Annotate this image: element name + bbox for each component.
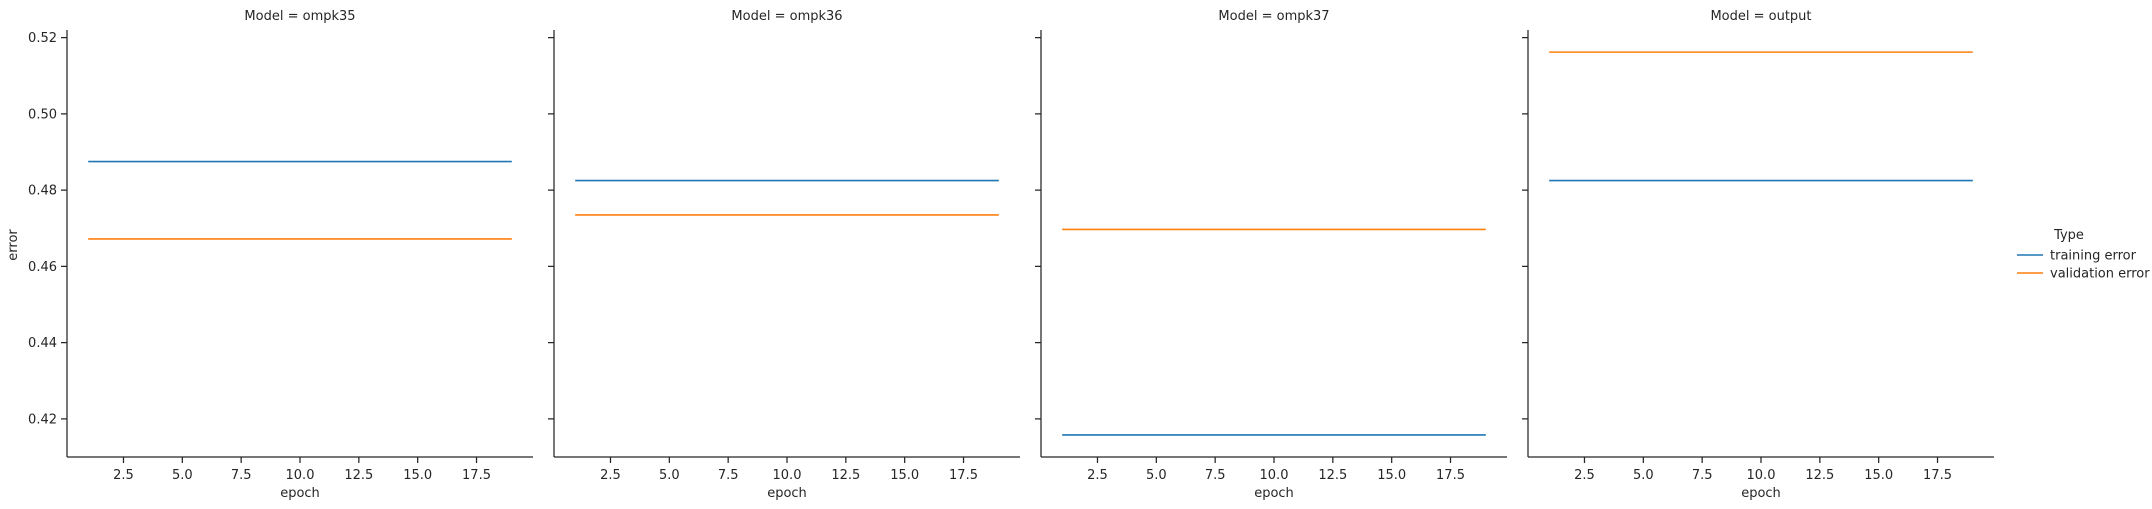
facet-panel: Model = output 2.5 5.0 7.5 10.0 12.5 15.0 17.5 e… [1522,9,1994,501]
y-tick-label: 0.50 [28,107,57,122]
facet-panels: Model = ompk35 0.42 0.44 0.46 0.48 0.50 0.52 2.… [28,9,1994,501]
x-tick-label: 7.5 [718,468,739,483]
x-tick-label: 10.0 [1260,468,1289,483]
x-tick-label: 2.5 [113,468,134,483]
x-tick-label: 15.0 [890,468,919,483]
x-tick-label: 17.5 [462,468,491,483]
y-tick-label: 0.52 [28,31,57,46]
facet-panel: Model = ompk36 2.5 5.0 7.5 10.0 12.5 15.0 17.5 e… [548,9,1020,501]
x-tick-label: 15.0 [403,468,432,483]
x-tick-label: 15.0 [1864,468,1893,483]
x-tick-label: 17.5 [1436,468,1465,483]
x-tick-label: 7.5 [231,468,252,483]
x-tick-label: 7.5 [1692,468,1713,483]
x-tick-label: 12.5 [344,468,373,483]
y-tick-label: 0.48 [28,184,57,199]
x-tick-label: 10.0 [773,468,802,483]
x-tick-label: 12.5 [831,468,860,483]
facet-title: Model = ompk36 [731,9,842,24]
x-tick-label: 2.5 [600,468,621,483]
facet-title: Model = ompk37 [1218,9,1329,24]
x-axis-label: epoch [1741,486,1781,501]
x-tick-label: 5.0 [1633,468,1654,483]
x-tick-label: 12.5 [1318,468,1347,483]
facet-title: Model = ompk35 [244,9,355,24]
x-tick-label: 10.0 [286,468,315,483]
x-axis-label: epoch [1254,486,1294,501]
facet-title: Model = output [1710,9,1811,24]
x-tick-label: 12.5 [1805,468,1834,483]
x-tick-label: 17.5 [949,468,978,483]
x-tick-label: 5.0 [1146,468,1167,483]
x-axis-label: epoch [280,486,320,501]
x-tick-label: 15.0 [1377,468,1406,483]
x-tick-label: 2.5 [1574,468,1595,483]
x-axis-label: epoch [767,486,807,501]
x-tick-label: 7.5 [1205,468,1226,483]
y-axis-label: error [6,229,21,261]
legend-title: Type [2053,228,2084,243]
legend-entry-label: validation error [2050,267,2150,282]
y-tick-label: 0.46 [28,260,57,275]
x-tick-label: 17.5 [1923,468,1952,483]
y-tick-label: 0.44 [28,336,57,351]
x-tick-label: 10.0 [1747,468,1776,483]
x-tick-label: 5.0 [172,468,193,483]
facet-panel: Model = ompk37 2.5 5.0 7.5 10.0 12.5 15.0 17.5 e… [1035,9,1507,501]
x-tick-label: 5.0 [659,468,680,483]
legend-entry-label: training error [2050,249,2137,264]
y-tick-label: 0.42 [28,412,57,427]
x-tick-label: 2.5 [1087,468,1108,483]
facet-panel: Model = ompk35 0.42 0.44 0.46 0.48 0.50 0.52 2.… [28,9,533,501]
legend: Type training error validation error [2017,228,2150,282]
